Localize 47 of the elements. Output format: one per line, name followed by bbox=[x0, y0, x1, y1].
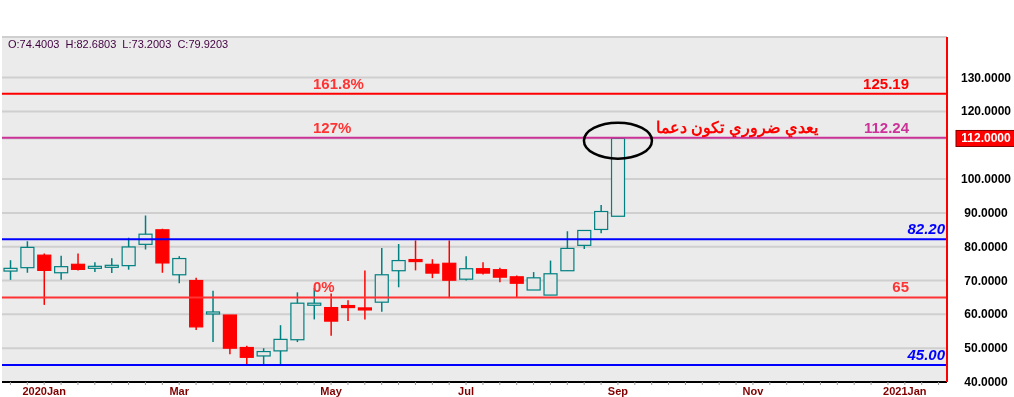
candlestick bbox=[594, 204, 609, 234]
candlestick bbox=[408, 239, 423, 272]
annotation: يعدي ضروري تكون دعما bbox=[655, 118, 820, 138]
annotation: O:74.4003 H:82.6803 L:73.2003 C:79.9203 bbox=[8, 38, 229, 50]
candlestick bbox=[340, 299, 356, 322]
candlestick bbox=[273, 324, 288, 366]
x-tick-label: 2020Jan bbox=[22, 384, 67, 397]
candlestick bbox=[391, 243, 406, 289]
candlestick bbox=[425, 258, 440, 279]
y-tick-label: 60.0000 bbox=[964, 307, 1009, 322]
x-tick-label: May bbox=[320, 384, 343, 397]
x-tick-label: Sep bbox=[607, 384, 629, 397]
y-tick-label: 120.0000 bbox=[960, 104, 1012, 119]
x-tick-label: 2021Jan bbox=[883, 384, 927, 397]
ref-line-label: 82.20 bbox=[907, 220, 946, 238]
candlestick bbox=[543, 259, 558, 296]
y-tick-label: 90.0000 bbox=[964, 205, 1009, 220]
y-tick-label: 80.0000 bbox=[964, 239, 1009, 254]
candlestick bbox=[87, 261, 102, 273]
candlestick bbox=[20, 240, 35, 274]
y-tick-label: 50.0000 bbox=[964, 341, 1009, 356]
y-tick-label: 40.0000 bbox=[964, 375, 1009, 389]
x-tick-label: Jul bbox=[458, 384, 475, 397]
ref-line-label: 65 bbox=[892, 278, 909, 296]
candlestick bbox=[104, 257, 119, 274]
x-tick-label: Mar bbox=[169, 384, 190, 397]
ref-line-label: 45.00 bbox=[906, 346, 946, 364]
annotation: 161.8% bbox=[313, 74, 364, 92]
y-tick-label: 100.0000 bbox=[960, 172, 1012, 187]
candlestick bbox=[560, 230, 575, 272]
annotation: 0% bbox=[313, 278, 335, 296]
candlestick bbox=[205, 289, 221, 343]
candlestick bbox=[239, 345, 254, 367]
y-tick-label: 112.0000 bbox=[961, 131, 1012, 146]
ref-line-label: 112.24 bbox=[863, 118, 910, 136]
x-tick-label: Nov bbox=[742, 384, 765, 397]
y-tick-label: 130.0000 bbox=[960, 70, 1012, 85]
candlestick bbox=[459, 255, 474, 282]
candlestick bbox=[172, 255, 187, 284]
candlestick bbox=[357, 269, 372, 321]
candlestick bbox=[54, 255, 69, 281]
candlestick bbox=[37, 252, 52, 306]
candlestick bbox=[324, 292, 339, 337]
y-tick-label: 70.0000 bbox=[964, 273, 1009, 288]
candlestick bbox=[442, 239, 457, 299]
annotation: 127% bbox=[313, 118, 352, 136]
ref-line-label: 125.19 bbox=[863, 74, 909, 92]
